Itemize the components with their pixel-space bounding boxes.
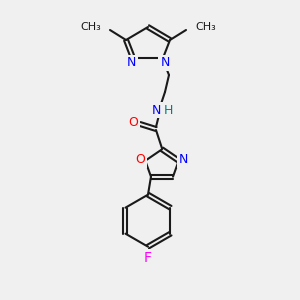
Text: O: O	[128, 116, 138, 130]
Text: F: F	[144, 251, 152, 265]
Text: CH₃: CH₃	[80, 22, 101, 32]
Text: N: N	[179, 153, 188, 166]
Text: N: N	[160, 56, 170, 70]
Text: O: O	[135, 153, 145, 166]
Text: CH₃: CH₃	[195, 22, 216, 32]
Text: N: N	[151, 103, 161, 116]
Text: H: H	[163, 103, 173, 116]
Text: N: N	[126, 56, 136, 70]
